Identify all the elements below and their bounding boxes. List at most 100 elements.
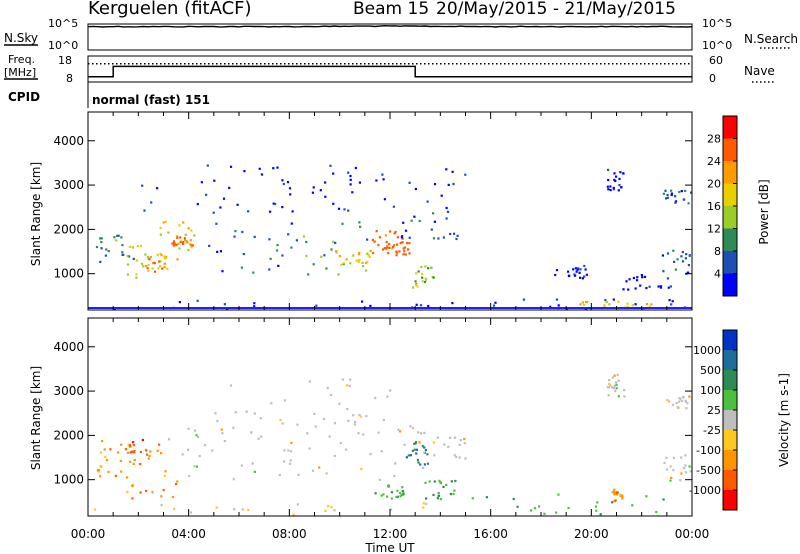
scatter-point	[183, 237, 186, 240]
scatter-point	[396, 495, 399, 498]
scatter-point	[162, 489, 165, 492]
scatter-point	[139, 244, 142, 248]
scatter-point	[422, 466, 425, 469]
colorbar-swatch	[723, 470, 737, 491]
scatter-point	[430, 266, 433, 269]
site-title: Kerguelen (fitACF)	[88, 0, 252, 19]
scatter-point	[402, 253, 405, 256]
scatter-point	[100, 451, 103, 454]
scatter-point	[208, 244, 211, 247]
scatter-point	[406, 241, 409, 245]
scatter-point	[415, 441, 418, 444]
scatter-point	[221, 432, 224, 435]
scatter-point	[329, 393, 333, 396]
x-tick-label: 20:00	[574, 527, 609, 541]
scatter-point	[119, 459, 122, 463]
scatter-point	[574, 267, 577, 270]
scatter-point	[234, 411, 237, 414]
scatter-point	[445, 168, 448, 171]
beam-label: Beam 15	[353, 0, 429, 19]
x-tick-label: 00:00	[71, 527, 106, 541]
scatter-point	[437, 491, 440, 494]
scatter-point	[404, 253, 407, 256]
scatter-point	[424, 265, 427, 268]
velocity-axis-ticks: 1000 2000 3000 4000	[53, 318, 693, 516]
scatter-point	[427, 267, 430, 270]
scatter-point	[396, 243, 399, 246]
scatter-point	[223, 439, 226, 443]
scatter-point	[151, 491, 154, 494]
scatter-point	[639, 284, 642, 287]
scatter-point	[668, 400, 671, 403]
scatter-point	[378, 478, 381, 481]
power-colorbar: 28 24 20 16 12 8 4	[707, 115, 738, 297]
scatter-point	[323, 254, 326, 257]
scatter-point	[176, 258, 179, 261]
scatter-point	[576, 268, 579, 271]
scatter-point	[622, 288, 625, 291]
scatter-point	[393, 244, 396, 247]
scatter-point	[572, 268, 575, 271]
scatter-point	[163, 266, 166, 269]
scatter-point	[382, 493, 385, 496]
scatter-point	[426, 200, 429, 203]
scatter-point	[512, 497, 515, 501]
scatter-point	[674, 268, 677, 271]
velocity-colorbar-label: Velocity [m s-1]	[777, 373, 791, 467]
colorbar-tick-label: -500	[696, 464, 721, 477]
scatter-point	[365, 269, 368, 272]
scatter-point	[127, 444, 130, 447]
scatter-point	[605, 300, 608, 304]
scatter-point	[421, 445, 424, 448]
scatter-point	[679, 479, 682, 482]
scatter-point	[432, 212, 435, 215]
scatter-point	[680, 472, 683, 475]
scatter-point	[337, 273, 340, 276]
scatter-point	[584, 300, 588, 304]
x-tick-label: 08:00	[272, 527, 307, 541]
scatter-point	[340, 263, 343, 266]
scatter-point	[433, 480, 436, 483]
scatter-point	[96, 469, 99, 472]
scatter-point	[408, 181, 411, 184]
scatter-point	[160, 504, 163, 507]
scatter-point	[368, 255, 371, 258]
scatter-point	[146, 267, 149, 270]
scatter-point	[383, 198, 386, 201]
scatter-point	[401, 241, 404, 244]
scatter-point	[260, 173, 264, 176]
scatter-point	[666, 196, 669, 199]
scatter-point	[107, 250, 110, 253]
scatter-point	[683, 466, 686, 470]
scatter-point	[645, 495, 648, 498]
scatter-point	[198, 455, 201, 458]
colorbar-swatch	[723, 116, 737, 139]
scatter-point	[287, 449, 290, 452]
scatter-point	[176, 235, 179, 238]
scatter-point	[665, 197, 668, 200]
scatter-point	[343, 208, 346, 211]
scatter-point	[621, 497, 624, 500]
scatter-point	[404, 229, 408, 232]
scatter-point	[628, 278, 631, 281]
scatter-point	[116, 451, 120, 454]
scatter-point	[281, 179, 284, 182]
scatter-point	[99, 464, 102, 468]
scatter-point	[296, 503, 299, 506]
scatter-point	[206, 164, 209, 167]
scatter-point	[607, 168, 610, 171]
scatter-point	[401, 490, 404, 493]
scatter-point	[148, 454, 151, 458]
scatter-point	[631, 504, 634, 507]
scatter-point	[414, 187, 417, 191]
scatter-point	[584, 268, 587, 271]
scatter-point	[681, 260, 685, 263]
scatter-point	[543, 512, 546, 515]
velocity-panel-frame	[87, 317, 693, 517]
scatter-point	[133, 459, 136, 462]
freq-right-label: Nave	[744, 64, 775, 78]
scatter-point	[455, 455, 458, 458]
scatter-point	[135, 273, 138, 276]
scatter-point	[395, 495, 398, 499]
